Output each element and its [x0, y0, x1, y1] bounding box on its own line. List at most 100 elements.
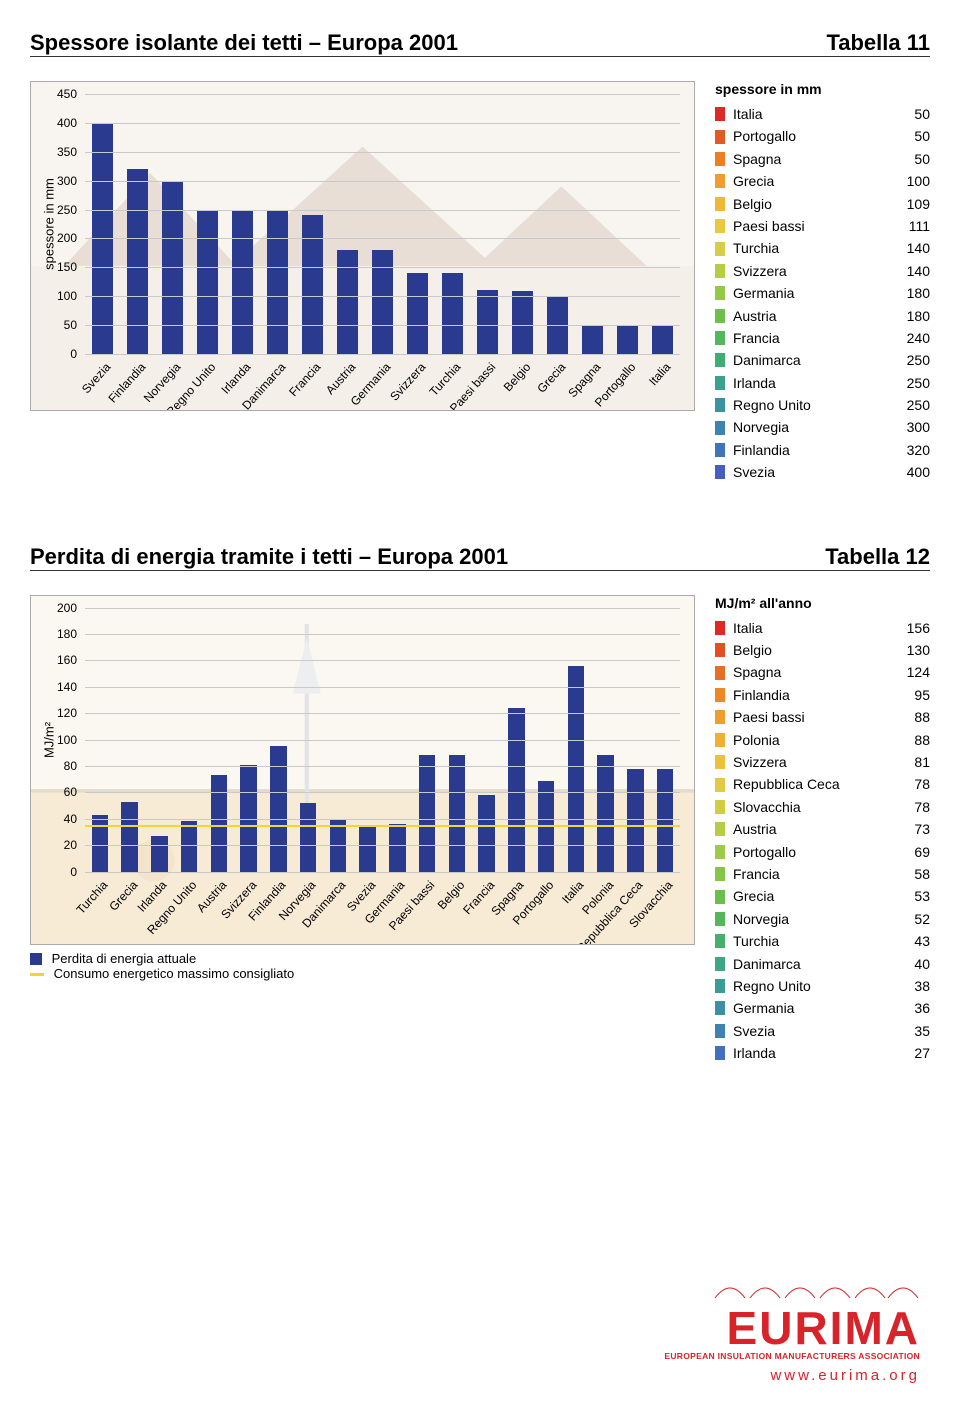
legend-swatch [715, 845, 725, 859]
legend-row: Spagna124 [715, 661, 930, 683]
legend-name: Regno Unito [733, 975, 906, 997]
bar [617, 325, 637, 354]
legend-row: Paesi bassi88 [715, 706, 930, 728]
legend-swatch [715, 755, 725, 769]
legend-value: 95 [906, 684, 930, 706]
y-tick: 150 [37, 260, 77, 274]
legend-swatch [715, 219, 725, 233]
legend-row: Finlandia320 [715, 439, 930, 461]
legend-row: Turchia140 [715, 237, 930, 259]
chart2-footer: Perdita di energia attuale Consumo energ… [30, 951, 695, 981]
legend-row: Polonia88 [715, 729, 930, 751]
legend1-title: spessore in mm [715, 81, 930, 97]
footer-ref-label: Consumo energetico massimo consigliato [54, 966, 295, 981]
chart2-tab: Tabella 12 [825, 544, 930, 570]
legend-swatch [715, 710, 725, 724]
legend-name: Finlandia [733, 684, 906, 706]
legend-row: Danimarca40 [715, 953, 930, 975]
chart2-titlebar: Perdita di energia tramite i tetti – Eur… [30, 544, 930, 571]
legend-value: 78 [906, 796, 930, 818]
legend-name: Italia [733, 617, 899, 639]
bar [151, 836, 168, 872]
legend-name: Austria [733, 818, 906, 840]
legend-swatch [715, 465, 725, 479]
reference-line [85, 825, 680, 827]
chart1: spessore in mm 0501001502002503003504004… [30, 81, 695, 411]
y-tick: 140 [37, 680, 77, 694]
legend-swatch [715, 353, 725, 367]
legend-swatch [715, 331, 725, 345]
y-tick: 80 [37, 759, 77, 773]
legend1: spessore in mm Italia50Portogallo50Spagn… [715, 81, 930, 484]
legend-row: Spagna50 [715, 148, 930, 170]
legend-value: 88 [906, 729, 930, 751]
legend-swatch [715, 174, 725, 188]
legend-row: Portogallo69 [715, 841, 930, 863]
logo-arcs-icon [710, 1284, 920, 1298]
y-tick: 60 [37, 785, 77, 799]
legend-swatch [715, 621, 725, 635]
bar [121, 802, 138, 872]
legend-value: 124 [899, 661, 930, 683]
legend-swatch [715, 733, 725, 747]
legend-row: Portogallo50 [715, 125, 930, 147]
y-tick: 100 [37, 289, 77, 303]
legend-name: Paesi bassi [733, 215, 901, 237]
legend-row: Irlanda27 [715, 1042, 930, 1064]
bar [211, 775, 228, 871]
legend-row: Regno Unito38 [715, 975, 930, 997]
chart1-ylabel: spessore in mm [42, 178, 57, 270]
legend-name: Paesi bassi [733, 706, 906, 728]
legend-row: Austria73 [715, 818, 930, 840]
legend-row: Irlanda250 [715, 372, 930, 394]
x-label: Regno Unito [190, 354, 225, 410]
bar [627, 769, 644, 872]
legend-name: Finlandia [733, 439, 899, 461]
legend-row: Slovacchia78 [715, 796, 930, 818]
legend-value: 43 [906, 930, 930, 952]
y-tick: 450 [37, 87, 77, 101]
x-label: Italia [645, 354, 680, 410]
legend-name: Danimarca [733, 349, 899, 371]
legend-row: Svezia35 [715, 1020, 930, 1042]
chart1-title: Spessore isolante dei tetti – Europa 200… [30, 30, 458, 56]
bar [407, 273, 427, 354]
legend-name: Italia [733, 103, 906, 125]
legend-name: Germania [733, 282, 899, 304]
legend-name: Grecia [733, 885, 906, 907]
legend-row: Turchia43 [715, 930, 930, 952]
legend-swatch [715, 800, 725, 814]
legend-value: 240 [899, 327, 930, 349]
bar [372, 250, 392, 354]
x-label: Grecia [540, 354, 575, 410]
y-tick: 300 [37, 174, 77, 188]
legend-swatch [715, 643, 725, 657]
legend-value: 180 [899, 305, 930, 327]
legend-value: 156 [899, 617, 930, 639]
legend-swatch [715, 242, 725, 256]
bar [508, 708, 525, 872]
legend-name: Norvegia [733, 416, 899, 438]
legend-name: Turchia [733, 930, 906, 952]
chart2-title: Perdita di energia tramite i tetti – Eur… [30, 544, 508, 570]
legend-swatch [715, 778, 725, 792]
legend-name: Danimarca [733, 953, 906, 975]
legend-name: Svezia [733, 1020, 906, 1042]
y-tick: 50 [37, 318, 77, 332]
legend-name: Austria [733, 305, 899, 327]
logo-block: EURIMA EUROPEAN INSULATION MANUFACTURERS… [664, 1284, 920, 1384]
bar [389, 824, 406, 872]
legend-row: Grecia53 [715, 885, 930, 907]
legend-value: 320 [899, 439, 930, 461]
legend-row: Repubblica Ceca78 [715, 773, 930, 795]
logo-url: www.eurima.org [664, 1367, 920, 1384]
logo-text: EURIMA [664, 1305, 920, 1351]
x-label: Paesi bassi [470, 354, 505, 410]
bar [127, 169, 147, 354]
legend-name: Portogallo [733, 125, 906, 147]
legend-name: Repubblica Ceca [733, 773, 906, 795]
bar [568, 666, 585, 872]
bar [449, 755, 466, 871]
legend-swatch [715, 1001, 725, 1015]
legend-value: 52 [906, 908, 930, 930]
